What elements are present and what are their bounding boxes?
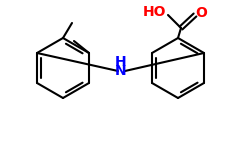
Text: O: O xyxy=(195,6,207,20)
Text: H: H xyxy=(115,55,127,69)
Text: N: N xyxy=(115,64,127,78)
Text: HO: HO xyxy=(142,5,166,19)
